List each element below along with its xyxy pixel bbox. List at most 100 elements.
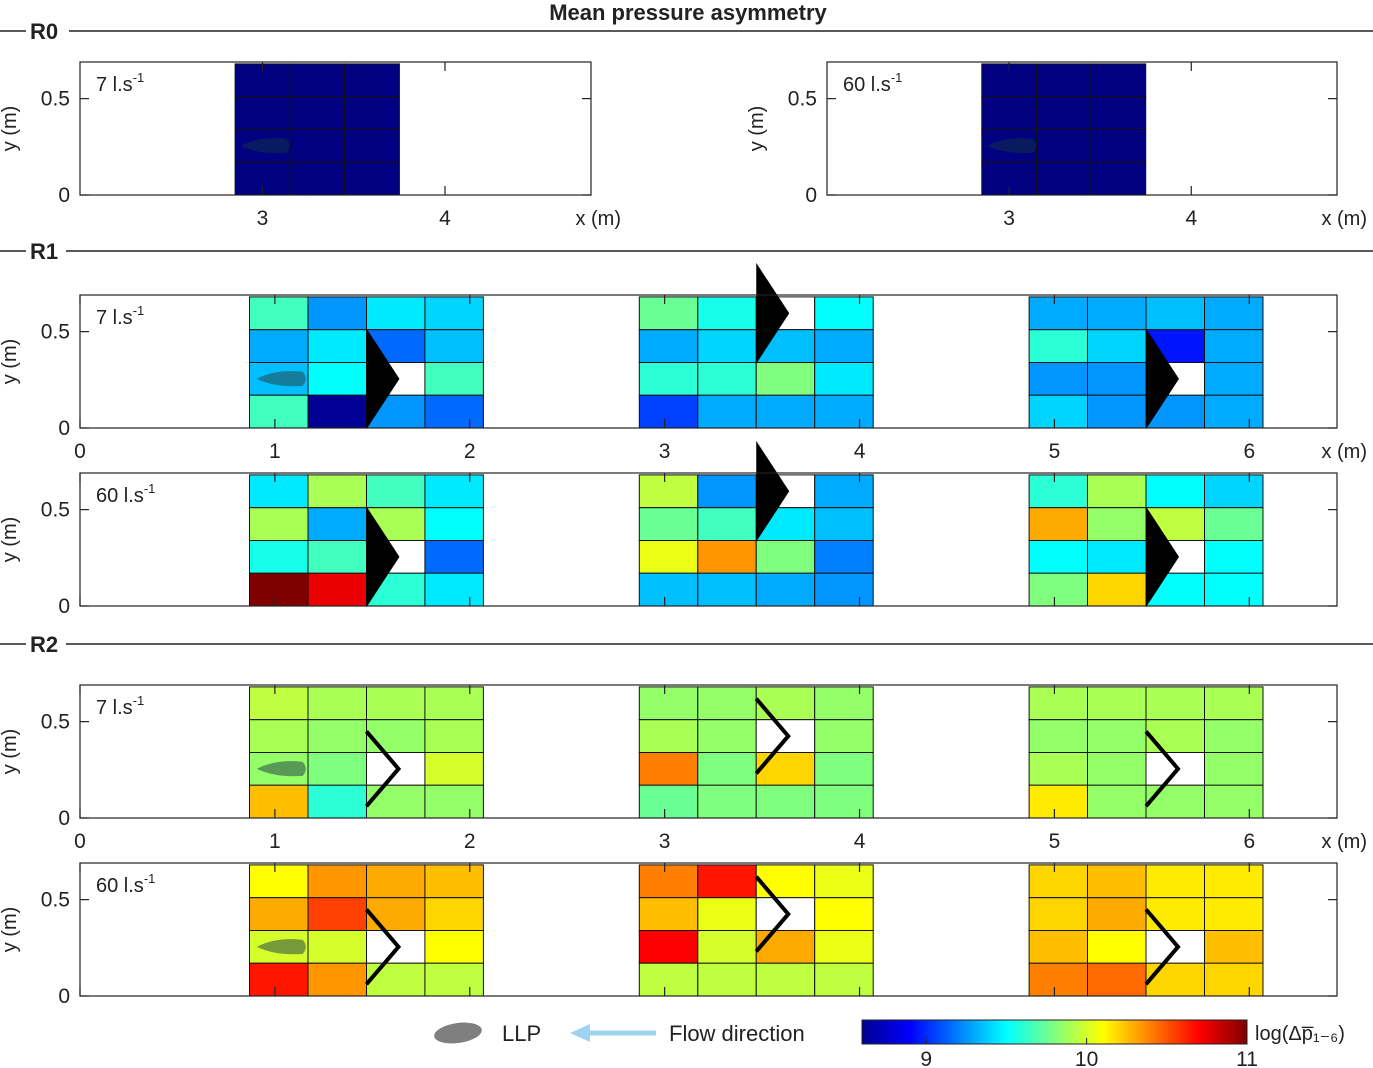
heatmap-cell (249, 507, 309, 542)
cell-block-1 (981, 63, 1147, 196)
axes-frame (79, 61, 592, 196)
x-tick-label: 4 (439, 207, 451, 230)
heatmap-cell (814, 864, 874, 899)
heatmap-cell (697, 572, 757, 607)
y-tick-label: 0 (58, 985, 70, 1008)
llp-marker (256, 939, 306, 955)
heatmap-cell (814, 686, 874, 721)
heatmap-cell (307, 752, 367, 786)
heatmap-cell (638, 329, 699, 364)
y-tick-label: 0.5 (41, 499, 70, 522)
chevron-obstacle (364, 730, 402, 808)
heatmap-cell (424, 784, 484, 819)
heatmap-cell (307, 962, 367, 997)
heatmap-cell (249, 784, 309, 819)
triangle-obstacle (366, 328, 400, 430)
heatmap-cell (234, 96, 291, 130)
heatmap-cell (814, 719, 874, 754)
chevron-obstacle (754, 697, 791, 775)
heatmap-cell (424, 540, 484, 574)
x-axis-label: x (m) (575, 208, 621, 230)
heatmap-cell (1028, 394, 1089, 429)
cell-block-3 (1028, 686, 1264, 819)
heatmap-cell (638, 784, 699, 819)
heatmap-cell (1204, 474, 1264, 509)
cell-block-2 (638, 262, 874, 429)
heatmap-cell (344, 129, 400, 163)
heatmap-cell (1204, 930, 1264, 964)
heatmap-cell (814, 329, 874, 364)
heatmap-cell (814, 474, 874, 509)
heatmap-cell (1090, 161, 1147, 196)
heatmap-cell (366, 474, 426, 509)
heatmap-cell (249, 572, 309, 607)
x-tick-label: 4 (854, 440, 866, 463)
heatmap-cell (1204, 296, 1264, 331)
heatmap-cell (307, 474, 367, 509)
heatmap-cell (1204, 572, 1264, 607)
heatmap-cell (697, 962, 757, 997)
cell-block-1 (249, 474, 484, 608)
heatmap-cell (1145, 752, 1205, 786)
heatmap-cell (1145, 474, 1205, 509)
heatmap-cell (1087, 540, 1147, 574)
chevron-obstacle (364, 908, 402, 986)
y-tick-label: 0 (58, 417, 70, 440)
section-header-r1: R1 (0, 239, 1373, 264)
heatmap-cell (697, 864, 757, 899)
heatmap-cell (755, 930, 816, 964)
heatmap-cell (638, 930, 699, 964)
heatmap-cell (344, 63, 400, 98)
heatmap-cell (755, 752, 816, 786)
axes-frame (79, 862, 1338, 997)
heatmap-cell (697, 686, 757, 721)
heatmap-cell (424, 752, 484, 786)
heatmap-cell (366, 784, 426, 819)
heatmap-cell (249, 719, 309, 754)
heatmap-cell (366, 296, 426, 331)
llp-legend-label: LLP (502, 1021, 541, 1046)
heatmap-cell (249, 864, 309, 899)
heatmap-cell (697, 719, 757, 754)
y-tick-label: 0.5 (41, 889, 70, 912)
cell-block-3 (1028, 296, 1264, 430)
heatmap-cell (1087, 572, 1147, 607)
heatmap-cell (697, 394, 757, 429)
y-axis-label: y (m) (0, 339, 21, 385)
colorbar: 9 10 11 log(Δp̅₁₋₆) (861, 1019, 1345, 1068)
heatmap-cell (424, 864, 484, 899)
x-tick-label: 6 (1243, 440, 1255, 463)
heatmap-cell (697, 507, 757, 542)
panel-r2-7ls: 0 0.5 y (m) 0 1 2 3 4 5 6 x (m) 7 l.s-1 (0, 684, 1367, 853)
heatmap-cell (307, 394, 367, 429)
heatmap-cell (424, 329, 484, 364)
flow-rate-label: 60 l.s-1 (843, 70, 902, 96)
heatmap-cell (1087, 930, 1147, 964)
heatmap-cell (1087, 897, 1147, 932)
axes-frame (826, 61, 1338, 196)
heatmap-cell (755, 572, 816, 607)
heatmap-cell (249, 296, 309, 331)
heatmap-cell (1087, 686, 1147, 721)
panel-r1-7ls: 0 0.5 y (m) 0 1 2 3 4 5 6 x (m) 7 l.s-1 (0, 262, 1367, 463)
llp-marker (256, 371, 306, 387)
section-label-r1: R1 (30, 239, 58, 264)
flow-legend-label: Flow direction (669, 1021, 805, 1046)
triangle-obstacle (366, 506, 400, 608)
heatmap-cell (1028, 719, 1089, 754)
heatmap-cell (638, 864, 699, 899)
chevron-obstacle (1144, 908, 1181, 986)
heatmap-cell (755, 686, 816, 721)
heatmap-cell (249, 474, 309, 509)
heatmap-cell (814, 962, 874, 997)
heatmap-cell (1204, 540, 1264, 574)
heatmap-cell (307, 507, 367, 542)
x-tick-label: 1 (269, 830, 281, 853)
heatmap-cell (697, 784, 757, 819)
heatmap-cell (424, 962, 484, 997)
heatmap-cell (814, 394, 874, 429)
heatmap-cell (344, 161, 400, 196)
cell-block-3 (1028, 864, 1264, 997)
llp-marker (987, 138, 1037, 154)
heatmap-cell (814, 572, 874, 607)
